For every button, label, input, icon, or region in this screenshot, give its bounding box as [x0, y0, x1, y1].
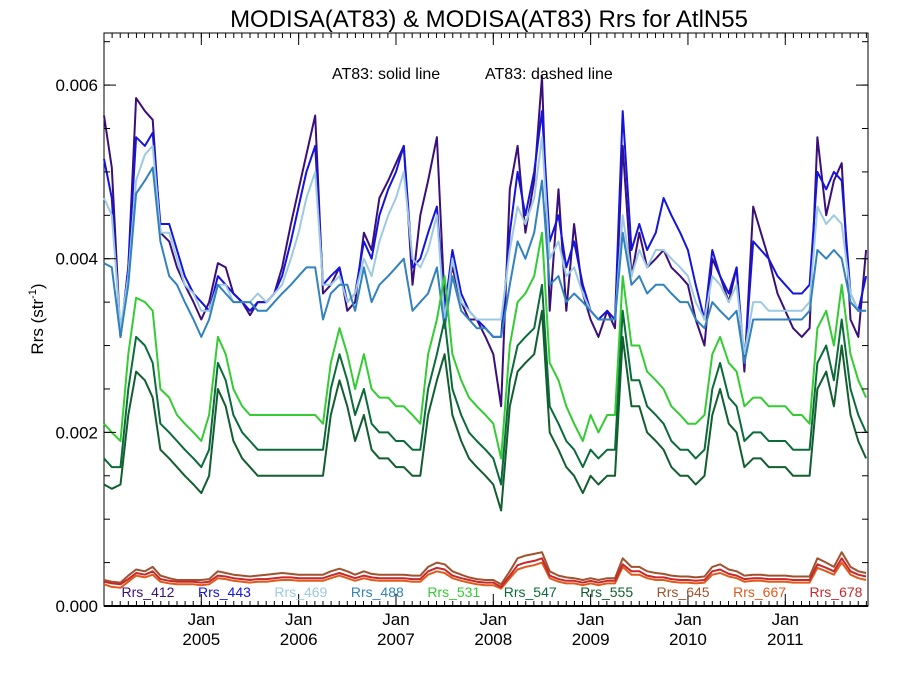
x-tick-label: 2008 [474, 630, 512, 649]
x-tick-label: 2009 [572, 630, 610, 649]
legend-item-rrs-469: Rrs_469 [274, 584, 327, 600]
x-tick-label: Jan [188, 610, 215, 629]
legend-item-rrs-678: Rrs_678 [810, 584, 863, 600]
series-line-rrs-488 [103, 166, 867, 364]
y-tick-label: 0.000 [55, 597, 98, 616]
x-tick-label: 2011 [767, 630, 804, 649]
x-tick-label: Jan [285, 610, 312, 629]
series-layer [103, 75, 868, 590]
x-tick-label: 2007 [377, 630, 415, 649]
y-tick-label: 0.004 [55, 250, 98, 269]
y-axis-label-main: Rrs (str [28, 299, 47, 355]
annotation-solid: AT83: solid line [332, 66, 440, 83]
x-tick-label: 2005 [182, 630, 220, 649]
y-axis-label-sup: -1 [27, 289, 39, 299]
legend-item-rrs-531: Rrs_531 [427, 584, 480, 600]
series-line-rrs-555 [103, 309, 868, 512]
y-tick-label: 0.002 [55, 423, 98, 442]
legend: Rrs_412 Rrs_443 Rrs_469 Rrs_488 Rrs_531 Rrs_5… [122, 584, 863, 600]
y-axis-label-close: ) [28, 283, 47, 289]
series-line-rrs-678 [103, 557, 867, 588]
x-tick-label: 2006 [280, 630, 318, 649]
series-line-rrs-667 [103, 561, 867, 590]
x-tick-label: Jan [674, 610, 701, 629]
legend-item-rrs-488: Rrs_488 [351, 584, 404, 600]
x-axis: Jan2005Jan2006Jan2007Jan2008Jan2009Jan20… [103, 33, 867, 649]
x-tick-label: Jan [480, 610, 507, 629]
legend-item-rrs-555: Rrs_555 [580, 584, 633, 600]
legend-item-rrs-645: Rrs_645 [657, 584, 710, 600]
annotation-dashed: AT83: dashed line [485, 66, 613, 83]
y-tick-label: 0.006 [55, 76, 98, 95]
y-axis-label: Rrs (str-1) [27, 283, 47, 354]
legend-item-rrs-547: Rrs_547 [504, 584, 557, 600]
legend-item-rrs-412: Rrs_412 [122, 584, 175, 600]
x-tick-label: 2010 [669, 630, 707, 649]
series-line-rrs-412 [103, 75, 868, 408]
series-line-rrs-547 [103, 283, 868, 486]
series-line-rrs-531 [103, 231, 868, 460]
series-line-rrs-645 [103, 551, 867, 586]
legend-item-rrs-667: Rrs_667 [733, 584, 786, 600]
x-tick-label: Jan [382, 610, 409, 629]
legend-item-rrs-443: Rrs_443 [198, 584, 251, 600]
series-line-rrs-469 [103, 136, 867, 356]
chart-title: MODISA(AT83) & MODISA(AT83) Rrs for AtlN… [230, 6, 748, 33]
x-tick-label: Jan [772, 610, 799, 629]
x-tick-label: Jan [577, 610, 604, 629]
